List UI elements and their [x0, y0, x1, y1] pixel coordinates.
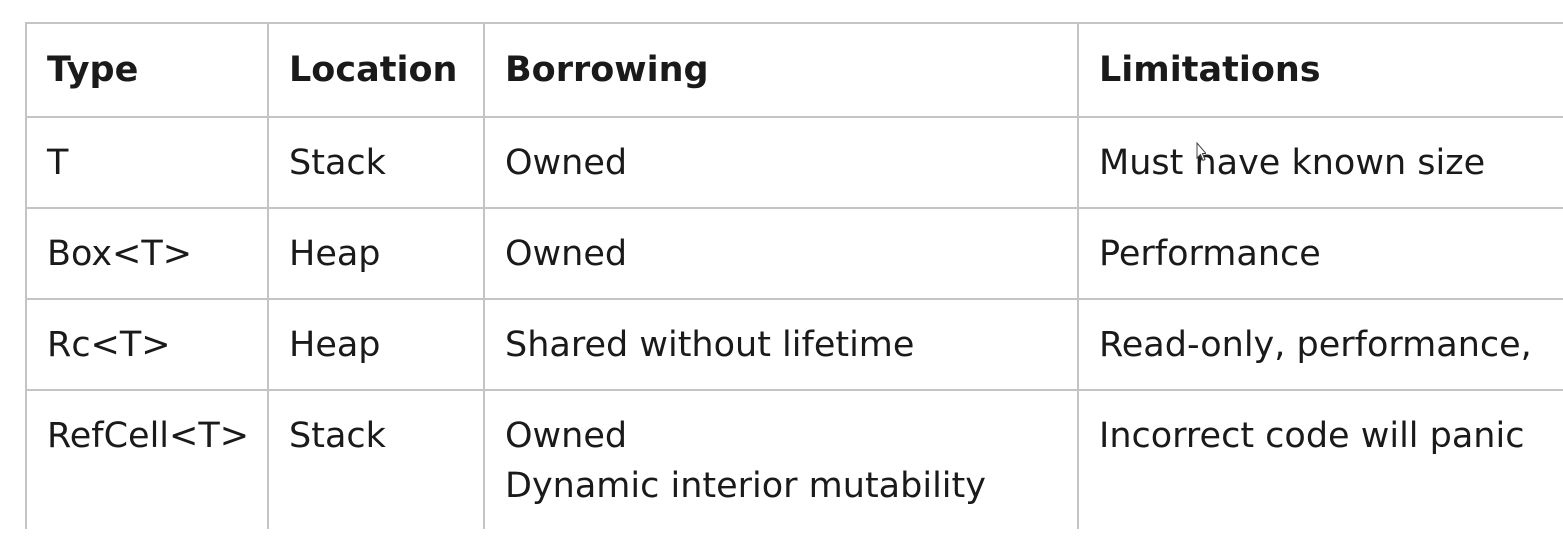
- cell-location: Stack: [267, 116, 485, 209]
- cell-borrowing: Owned Dynamic interior mutability: [483, 389, 1079, 529]
- cell-limitations: Performance: [1077, 207, 1563, 300]
- borrowing-line: Shared without lifetime: [505, 325, 915, 365]
- cell-type: T: [25, 116, 269, 209]
- header-borrowing: Borrowing: [483, 22, 1079, 118]
- cell-location: Heap: [267, 207, 485, 300]
- cell-type: Box<T>: [25, 207, 269, 300]
- borrowing-line: Owned: [505, 416, 628, 456]
- cell-limitations: Must have known size: [1077, 116, 1563, 209]
- cell-limitations: Read-only, performance,: [1077, 298, 1563, 391]
- table-row: T Stack Owned Must have known size: [25, 116, 1563, 209]
- header-location: Location: [267, 22, 485, 118]
- header-type: Type: [25, 22, 269, 118]
- cell-borrowing: Owned: [483, 116, 1079, 209]
- cell-type: Rc<T>: [25, 298, 269, 391]
- comparison-table-container: Type Location Borrowing Limitations T St…: [25, 22, 1563, 529]
- table-row: Rc<T> Heap Shared without lifetime Read-…: [25, 298, 1563, 391]
- mouse-pointer-icon: [1196, 142, 1206, 162]
- table-header-row: Type Location Borrowing Limitations: [25, 22, 1563, 118]
- cell-borrowing: Shared without lifetime: [483, 298, 1079, 391]
- borrowing-line: Dynamic interior mutability: [505, 466, 986, 506]
- cell-location: Stack: [267, 389, 485, 529]
- smart-pointer-comparison-table: Type Location Borrowing Limitations T St…: [25, 22, 1563, 529]
- borrowing-line: Owned: [505, 143, 628, 183]
- table-row: Box<T> Heap Owned Performance: [25, 207, 1563, 300]
- cell-location: Heap: [267, 298, 485, 391]
- cell-limitations: Incorrect code will panic: [1077, 389, 1563, 529]
- cell-borrowing: Owned: [483, 207, 1079, 300]
- table-row: RefCell<T> Stack Owned Dynamic interior …: [25, 389, 1563, 529]
- cell-type: RefCell<T>: [25, 389, 269, 529]
- header-limitations: Limitations: [1077, 22, 1563, 118]
- borrowing-line: Owned: [505, 234, 628, 274]
